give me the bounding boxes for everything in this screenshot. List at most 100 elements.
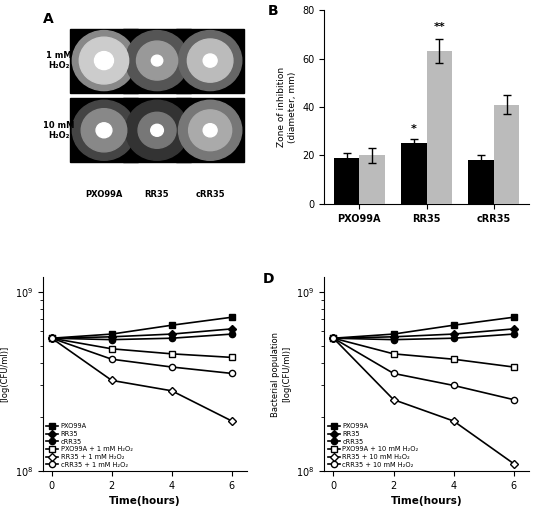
RR35 + 10 mM H₂O₂	[331, 335, 337, 342]
RR35 + 10 mM H₂O₂	[390, 397, 397, 403]
RR35	[390, 334, 397, 340]
Line: cRR35: cRR35	[49, 331, 235, 343]
FancyBboxPatch shape	[123, 29, 191, 93]
Circle shape	[96, 123, 112, 138]
Text: RR35: RR35	[145, 189, 169, 199]
Circle shape	[203, 124, 217, 137]
cRR35 + 1 mM H₂O₂	[49, 335, 55, 342]
Bar	[401, 143, 427, 204]
Line: RR35: RR35	[331, 326, 516, 341]
X-axis label: Time(hours): Time(hours)	[109, 496, 180, 506]
Text: PXO99A: PXO99A	[85, 189, 123, 199]
cRR35	[108, 336, 115, 343]
cRR35	[331, 335, 337, 342]
Text: B: B	[268, 5, 278, 18]
Circle shape	[151, 55, 163, 66]
cRR35	[450, 335, 457, 342]
PXO99A	[331, 335, 337, 342]
PXO99A	[511, 314, 517, 321]
cRR35	[229, 331, 235, 337]
RR35	[450, 331, 457, 337]
RR35	[229, 326, 235, 332]
PXO99A	[49, 335, 55, 342]
Circle shape	[151, 124, 163, 136]
Y-axis label: Zone of inhibition
(diameter, mm): Zone of inhibition (diameter, mm)	[278, 67, 297, 147]
Legend: PXO99A, RR35, cRR35, PXO99A + 10 mM H₂O₂, RR35 + 10 mM H₂O₂, cRR35 + 10 mM H₂O₂: PXO99A, RR35, cRR35, PXO99A + 10 mM H₂O₂…	[328, 423, 419, 467]
cRR35 + 1 mM H₂O₂	[108, 356, 115, 362]
RR35	[108, 334, 115, 340]
cRR35	[511, 331, 517, 337]
cRR35 + 1 mM H₂O₂	[169, 364, 175, 370]
PXO99A	[450, 322, 457, 328]
Circle shape	[79, 37, 129, 84]
Line: PXO99A + 10 mM H₂O₂: PXO99A + 10 mM H₂O₂	[331, 335, 517, 370]
Line: PXO99A: PXO99A	[49, 314, 235, 342]
Bar	[359, 156, 385, 204]
Text: cRR35: cRR35	[195, 189, 225, 199]
Bar	[334, 158, 359, 204]
Line: cRR35: cRR35	[331, 331, 517, 343]
PXO99A	[229, 314, 235, 321]
Circle shape	[72, 31, 136, 91]
Text: 10 mM
H₂O₂: 10 mM H₂O₂	[43, 121, 75, 140]
RR35 + 1 mM H₂O₂	[108, 377, 115, 383]
FancyBboxPatch shape	[70, 29, 138, 93]
RR35	[169, 331, 175, 337]
RR35	[331, 335, 337, 342]
FancyBboxPatch shape	[123, 98, 191, 162]
cRR35	[169, 335, 175, 342]
RR35	[511, 326, 517, 332]
cRR35	[390, 336, 397, 343]
PXO99A	[108, 331, 115, 337]
RR35 + 1 mM H₂O₂	[229, 418, 235, 424]
Text: A: A	[43, 12, 53, 26]
cRR35 + 10 mM H₂O₂	[331, 335, 337, 342]
FancyBboxPatch shape	[176, 98, 244, 162]
PXO99A + 1 mM H₂O₂	[108, 346, 115, 352]
Circle shape	[178, 31, 242, 91]
PXO99A	[390, 331, 397, 337]
Line: PXO99A + 1 mM H₂O₂: PXO99A + 1 mM H₂O₂	[49, 335, 235, 360]
Text: *: *	[411, 124, 417, 134]
Bar	[427, 51, 452, 204]
FancyBboxPatch shape	[70, 98, 138, 162]
Circle shape	[125, 31, 189, 91]
PXO99A + 10 mM H₂O₂	[331, 335, 337, 342]
Circle shape	[81, 109, 127, 152]
Line: PXO99A: PXO99A	[331, 314, 517, 342]
Text: **: **	[434, 22, 445, 32]
FancyBboxPatch shape	[176, 29, 244, 93]
Circle shape	[125, 100, 189, 160]
Circle shape	[187, 39, 233, 82]
RR35 + 10 mM H₂O₂	[450, 418, 457, 424]
Line: RR35 + 1 mM H₂O₂: RR35 + 1 mM H₂O₂	[49, 335, 234, 424]
PXO99A + 1 mM H₂O₂	[229, 354, 235, 360]
RR35 + 10 mM H₂O₂	[511, 460, 517, 466]
PXO99A + 1 mM H₂O₂	[49, 335, 55, 342]
Circle shape	[178, 100, 242, 160]
X-axis label: Time(hours): Time(hours)	[391, 496, 462, 506]
RR35 + 1 mM H₂O₂	[49, 335, 55, 342]
Circle shape	[138, 112, 176, 148]
Y-axis label: Bacterial population
[log(CFU/ml)]: Bacterial population [log(CFU/ml)]	[271, 332, 291, 417]
Line: cRR35 + 10 mM H₂O₂: cRR35 + 10 mM H₂O₂	[331, 335, 517, 403]
Circle shape	[189, 110, 232, 151]
Line: RR35 + 10 mM H₂O₂: RR35 + 10 mM H₂O₂	[331, 335, 516, 466]
cRR35	[49, 335, 55, 342]
Line: cRR35 + 1 mM H₂O₂: cRR35 + 1 mM H₂O₂	[49, 335, 235, 376]
Circle shape	[203, 54, 217, 67]
RR35	[49, 335, 55, 342]
Circle shape	[95, 52, 113, 70]
Text: D: D	[263, 272, 274, 286]
PXO99A + 10 mM H₂O₂	[390, 351, 397, 357]
Legend: PXO99A, RR35, cRR35, PXO99A + 1 mM H₂O₂, RR35 + 1 mM H₂O₂, cRR35 + 1 mM H₂O₂: PXO99A, RR35, cRR35, PXO99A + 1 mM H₂O₂,…	[46, 423, 133, 467]
cRR35 + 10 mM H₂O₂	[450, 382, 457, 389]
PXO99A + 10 mM H₂O₂	[450, 356, 457, 362]
PXO99A + 1 mM H₂O₂	[169, 351, 175, 357]
Circle shape	[137, 41, 178, 80]
cRR35 + 10 mM H₂O₂	[390, 370, 397, 376]
Circle shape	[72, 100, 136, 160]
RR35 + 1 mM H₂O₂	[169, 388, 175, 394]
Bar	[494, 104, 520, 204]
Text: 1 mM
H₂O₂: 1 mM H₂O₂	[46, 51, 72, 70]
